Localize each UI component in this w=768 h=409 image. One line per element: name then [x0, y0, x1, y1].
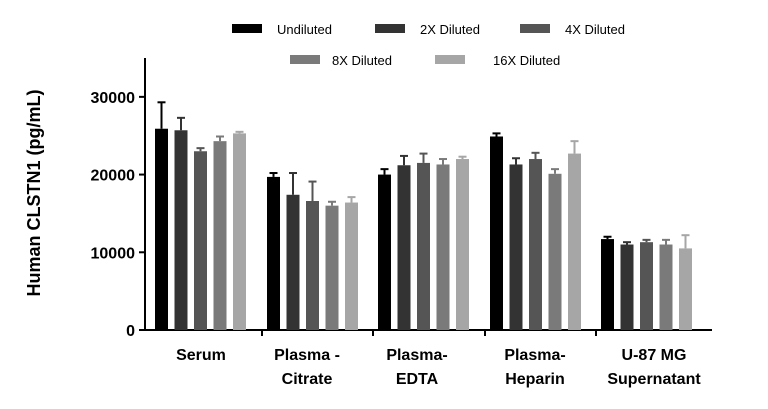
- y-tick-label: 20000: [91, 168, 136, 185]
- y-tick-label: 30000: [91, 90, 136, 107]
- bar: [286, 194, 300, 330]
- x-tick-labels: Serum Plasma - Citrate Plasma- EDTA Plasma- He…: [176, 347, 701, 388]
- bars-group: [155, 101, 692, 330]
- x-tick-label: Citrate: [282, 371, 333, 388]
- y-tick-label: 10000: [91, 245, 136, 262]
- bar: [233, 133, 246, 330]
- bar: [378, 174, 391, 330]
- bar: [640, 242, 653, 330]
- x-tick-label: Serum: [176, 347, 226, 364]
- legend-swatch: [290, 55, 320, 64]
- bar: [417, 162, 430, 330]
- bar: [155, 128, 168, 330]
- bar: [436, 164, 450, 330]
- bar: [568, 153, 581, 330]
- y-axis-label: Human CLSTN1 (pg/mL): [24, 90, 44, 297]
- bar: [620, 244, 634, 330]
- bar: [267, 176, 280, 330]
- x-tick-label: Heparin: [505, 371, 565, 388]
- bar: [490, 136, 503, 330]
- x-tick-label: U-87 MG: [622, 347, 687, 364]
- legend-label: 2X Diluted: [420, 22, 480, 37]
- bar: [529, 159, 542, 330]
- x-tick-label: Plasma -: [274, 347, 340, 364]
- bar: [345, 202, 358, 330]
- x-tick-label: Plasma-: [504, 347, 565, 364]
- bar: [456, 159, 469, 330]
- bar: [213, 141, 227, 330]
- bar: [509, 164, 523, 330]
- bar: [174, 130, 188, 330]
- legend-label: 8X Diluted: [332, 53, 392, 68]
- y-tick-label: 0: [126, 323, 135, 340]
- bar: [325, 205, 339, 330]
- legend-label: 16X Diluted: [493, 53, 560, 68]
- bar: [548, 173, 562, 330]
- x-tick-label: Supernatant: [607, 371, 701, 388]
- legend-swatch: [435, 55, 465, 64]
- x-tick-label: EDTA: [396, 371, 439, 388]
- bar: [306, 200, 319, 330]
- legend: Undiluted 2X Diluted 4X Diluted 8X Diluted 1…: [232, 22, 625, 68]
- legend-swatch: [232, 24, 262, 33]
- bar: [601, 239, 614, 330]
- bar: [194, 151, 207, 330]
- legend-label: Undiluted: [277, 22, 332, 37]
- x-tick-label: Plasma-: [386, 347, 447, 364]
- legend-swatch: [520, 24, 550, 33]
- bar: [659, 244, 673, 330]
- bar: [679, 248, 692, 330]
- bar: [397, 165, 411, 330]
- legend-swatch: [375, 24, 405, 33]
- legend-label: 4X Diluted: [565, 22, 625, 37]
